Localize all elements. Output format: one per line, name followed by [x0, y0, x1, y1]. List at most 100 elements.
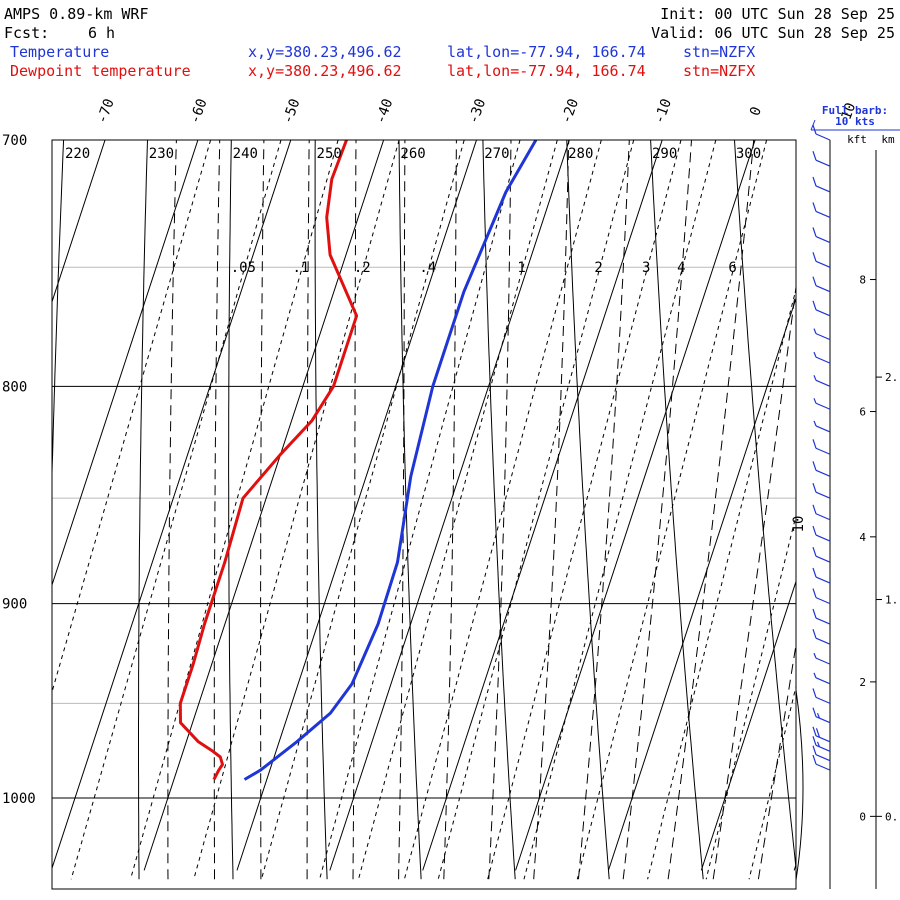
legend-dewpoint-location: x,y=380.23,496.62 — [248, 62, 402, 80]
wind-barb — [813, 351, 831, 364]
mixing-ratio-line — [130, 140, 339, 880]
theta-tick-label: 290 — [652, 146, 677, 162]
wind-barb — [812, 588, 831, 605]
isotherm--50 — [52, 140, 292, 870]
dry-adiabat-300 — [733, 140, 796, 873]
theta-tick-label: 250 — [317, 146, 342, 162]
wind-panel: Full barb: 10 kts kft km 8 6 4 2 0 2. 1. 0. — [810, 104, 900, 889]
legend-temperature-location: x,y=380.23,496.62 — [248, 43, 402, 61]
height-kft-label: 4 — [859, 531, 866, 544]
pressure-tick-label: 800 — [2, 379, 27, 395]
mixing-ratio-line — [403, 140, 602, 880]
isotherm--20 — [329, 140, 570, 871]
isotherm-tick-label: -40 — [373, 97, 397, 126]
wind-barb — [812, 525, 831, 542]
dry-adiabat-260 — [398, 140, 422, 880]
mixing-ratio-label: .2 — [354, 260, 371, 276]
dry-adiabat-290 — [650, 140, 704, 880]
mixing-ratio-line — [437, 140, 635, 880]
isotherm-tick-label: 10 — [838, 101, 859, 122]
moist-adiabat — [804, 87, 900, 880]
wind-barb — [812, 276, 831, 293]
pressure-tick-label: 700 — [2, 133, 27, 149]
moist-adiabat — [533, 140, 570, 880]
wind-barb — [812, 745, 831, 762]
theta-tick-label: 240 — [233, 146, 258, 162]
isotherm-30 — [793, 863, 796, 871]
theta-tick-label: 300 — [736, 146, 761, 162]
legend-temperature-station: stn=NZFX — [683, 43, 755, 61]
mixing-ratio-line — [576, 140, 768, 880]
dry-adiabat-230 — [138, 140, 149, 880]
theta-tick-label: 270 — [484, 146, 509, 162]
theta-tick-label: 260 — [400, 146, 425, 162]
wind-barb — [813, 328, 831, 341]
wind-barb — [812, 483, 831, 499]
mixing-ratio-label: 6 — [728, 260, 736, 276]
isotherm-tick-label: -20 — [558, 97, 582, 126]
mixing-ratio-label: .05 — [231, 260, 256, 276]
pressure-tick-label: 900 — [2, 597, 27, 613]
barb-key-title: Full barb: — [822, 104, 888, 117]
pressure-tick-label: 1000 — [2, 791, 36, 807]
moist-adiabat — [712, 283, 796, 880]
header-svg: AMPS 0.89-km WRF Fcst: 6 h Init: 00 UTC … — [4, 5, 895, 80]
height-units-km: km — [881, 133, 895, 146]
valid-time: Valid: 06 UTC Sun 28 Sep 25 — [651, 24, 895, 42]
moist-adiabat — [488, 140, 512, 880]
forecast-hours: 6 h — [88, 24, 115, 42]
dry-adiabat-270 — [482, 140, 516, 880]
isotherm-tick-label: -10 — [651, 97, 675, 126]
wind-barb — [812, 202, 831, 218]
wind-barb — [812, 726, 831, 743]
wind-barb — [812, 461, 831, 477]
mixing-ratio-line — [319, 140, 521, 880]
wind-barb — [812, 176, 831, 193]
wind-barb — [813, 398, 831, 410]
mixing-ratio-line — [523, 140, 717, 880]
theta-tick-label: 280 — [568, 146, 593, 162]
moist-adiabat — [352, 140, 357, 880]
wind-barb — [812, 252, 831, 268]
wind-barb — [812, 547, 831, 563]
wind-barb — [812, 707, 831, 724]
hodograph-ring-label: 10 — [791, 516, 807, 533]
hodograph-ring — [795, 689, 804, 881]
isotherm--70 — [52, 140, 106, 304]
height-kft-label: 0 — [859, 810, 866, 823]
height-km-label: 2. — [885, 371, 898, 384]
height-units-kft: kft — [847, 133, 867, 146]
wind-barb — [812, 736, 831, 752]
wind-barb — [813, 375, 831, 387]
legend-dewpoint-label: Dewpoint temperature — [10, 62, 191, 80]
dewpoint-profile — [178, 140, 359, 781]
mixing-ratio-label: 2 — [594, 260, 602, 276]
mixing-ratio-line — [261, 140, 465, 880]
wind-barb — [813, 420, 831, 433]
height-kft-label: 6 — [859, 406, 866, 419]
isotherm-10 — [607, 296, 796, 871]
isotherm-tick-label: -30 — [466, 97, 490, 126]
mixing-ratio-label: .1 — [292, 260, 309, 276]
moist-adiabat — [850, 87, 900, 880]
moist-adiabat — [757, 641, 796, 880]
moist-adiabat — [577, 140, 630, 880]
wind-barb — [813, 672, 831, 685]
wind-barb — [812, 151, 831, 167]
moist-adiabat — [306, 140, 310, 880]
mixing-ratio-line — [70, 140, 282, 880]
isotherm-tick-label: 0 — [747, 105, 765, 118]
mixing-ratio-label: 1 — [517, 260, 525, 276]
mixing-ratio-label: 4 — [677, 260, 685, 276]
dry-adiabat-280 — [566, 140, 610, 880]
height-km-label: 0. — [885, 810, 898, 823]
wind-barb — [812, 300, 831, 317]
isotherm--80 — [0, 87, 30, 871]
isotherm-tick-label: -50 — [280, 97, 304, 126]
wind-barb — [812, 439, 831, 455]
mixing-ratio-line — [487, 140, 682, 880]
moist-adiabat — [167, 140, 177, 880]
moist-adiabat — [895, 87, 900, 880]
legend-temperature-latlon: lat,lon=-77.94, 166.74 — [447, 43, 646, 61]
